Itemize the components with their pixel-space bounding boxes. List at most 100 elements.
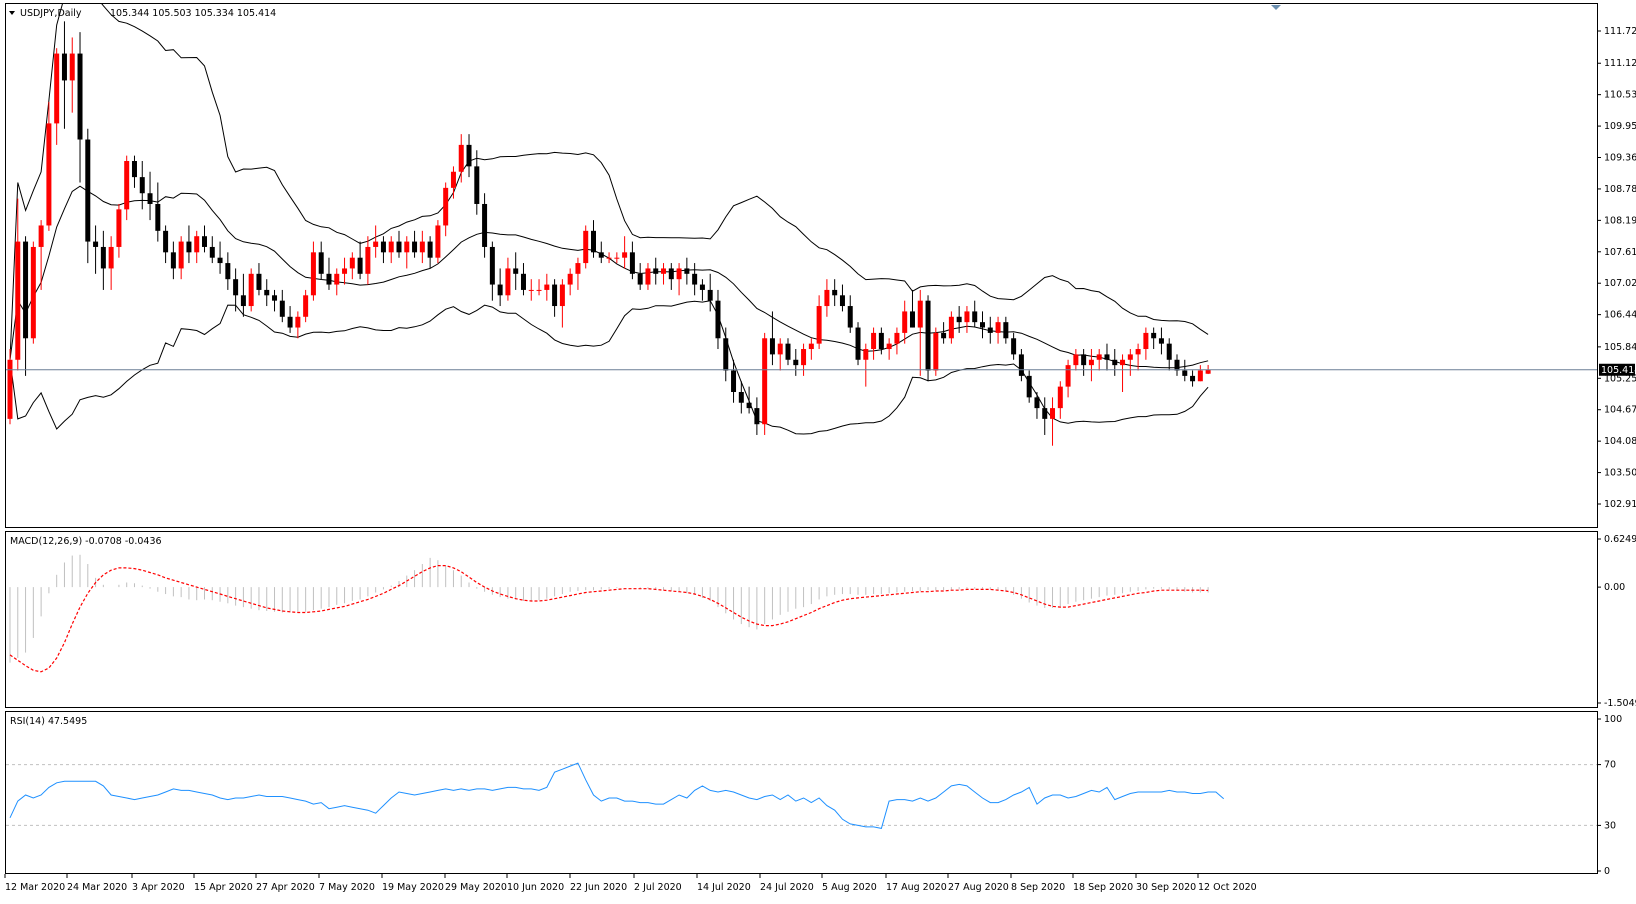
time-axis-label: 22 Jun 2020 xyxy=(570,882,627,893)
candle-body xyxy=(1158,338,1164,344)
candle-body xyxy=(482,203,488,247)
candle-body xyxy=(668,268,674,280)
time-axis-label: 17 Aug 2020 xyxy=(886,882,947,893)
price-pane[interactable] xyxy=(5,3,1598,528)
candle-body xyxy=(661,268,667,274)
candle-body xyxy=(318,252,324,274)
candle-body xyxy=(902,311,908,333)
candle-body xyxy=(948,316,954,339)
rsi-axis-label: 100 xyxy=(1604,714,1622,725)
rsi-line xyxy=(9,762,1225,829)
candle-body xyxy=(287,316,293,328)
candle-body xyxy=(917,300,923,328)
candle-body xyxy=(450,171,456,188)
time-axis-label: 7 May 2020 xyxy=(319,882,375,893)
time-axis-label: 10 Jun 2020 xyxy=(507,882,564,893)
time-axis-label: 27 Apr 2020 xyxy=(256,882,315,893)
candle-body xyxy=(1050,408,1056,419)
candle-body xyxy=(178,241,184,269)
price-axis-label: 106.440 xyxy=(1604,310,1636,321)
candle-body xyxy=(754,408,760,425)
candle-body xyxy=(629,252,635,274)
candle-body xyxy=(855,327,861,360)
candle-body xyxy=(93,241,99,247)
candle-body xyxy=(1127,354,1133,360)
candle-body xyxy=(575,263,581,274)
candle-body xyxy=(832,289,838,296)
candle-body xyxy=(233,279,239,296)
ohlc-readout: 105.344 105.503 105.334 105.414 xyxy=(110,8,276,19)
time-axis-label: 19 May 2020 xyxy=(382,882,444,893)
rsi-pane[interactable] xyxy=(5,711,1598,874)
candle-body xyxy=(684,268,690,274)
candle-body xyxy=(240,295,246,307)
candle-body xyxy=(1143,332,1149,350)
candle-body xyxy=(1112,359,1118,366)
candle-body xyxy=(816,306,822,344)
candle-body xyxy=(256,273,262,290)
candle-body xyxy=(209,246,215,258)
candle-body xyxy=(30,246,36,339)
candle-body xyxy=(878,332,884,350)
candle-body xyxy=(738,391,744,403)
candle-body xyxy=(1174,359,1180,371)
candle-body xyxy=(272,295,278,301)
candle-body xyxy=(785,343,791,360)
candle-body xyxy=(1190,375,1196,382)
candle-body xyxy=(85,139,91,242)
candle-body xyxy=(131,161,137,178)
candle-body xyxy=(925,300,931,371)
candle-body xyxy=(894,332,900,344)
candle-body xyxy=(458,144,464,172)
candle-body xyxy=(723,338,729,371)
time-axis-label: 24 Jul 2020 xyxy=(760,882,814,893)
candle-body xyxy=(1182,370,1188,376)
candle-body xyxy=(769,338,775,355)
candle-body xyxy=(808,343,814,350)
symbol-title: USDJPY,Daily xyxy=(20,8,82,19)
candle-body xyxy=(707,289,713,301)
price-axis-label: 104.085 xyxy=(1604,436,1636,447)
candle-body xyxy=(1151,332,1157,339)
candle-body xyxy=(824,289,830,307)
candle-body xyxy=(567,273,573,285)
candle-body xyxy=(1197,370,1203,382)
candle-body xyxy=(388,241,394,253)
price-axis-label: 111.720 xyxy=(1604,26,1636,37)
candle-body xyxy=(435,225,441,258)
candle-body xyxy=(357,257,363,274)
price-axis-label: 108.780 xyxy=(1604,184,1636,195)
candle-body xyxy=(295,316,301,328)
price-axis-label: 107.610 xyxy=(1604,247,1636,258)
chart-shift-marker-icon[interactable] xyxy=(1271,5,1281,10)
bollinger-lower-band xyxy=(9,300,1209,435)
candle-body xyxy=(863,349,869,360)
candle-body xyxy=(38,225,44,247)
candle-body xyxy=(886,343,892,350)
candle-body xyxy=(497,284,503,296)
time-axis-label: 5 Aug 2020 xyxy=(822,882,877,893)
candle-body xyxy=(637,273,643,285)
macd-pane[interactable] xyxy=(5,531,1598,708)
candle-body xyxy=(139,177,145,194)
candle-body xyxy=(505,268,511,296)
candle-body xyxy=(489,246,495,285)
candle-body xyxy=(186,241,192,253)
candle-body xyxy=(552,284,558,307)
candle-body xyxy=(194,236,200,253)
rsi-axis-label: 0 xyxy=(1604,866,1610,877)
candle-body xyxy=(46,123,52,226)
candle-body xyxy=(69,53,75,81)
dropdown-arrow-icon[interactable] xyxy=(9,11,15,15)
candle-body xyxy=(598,252,604,258)
candle-body xyxy=(559,284,565,307)
candle-body xyxy=(839,295,845,307)
candle-body xyxy=(54,53,60,124)
price-axis-label: 107.025 xyxy=(1604,278,1636,289)
candle-body xyxy=(1034,397,1040,409)
time-axis-label: 12 Oct 2020 xyxy=(1198,882,1257,893)
candle-body xyxy=(699,284,705,290)
